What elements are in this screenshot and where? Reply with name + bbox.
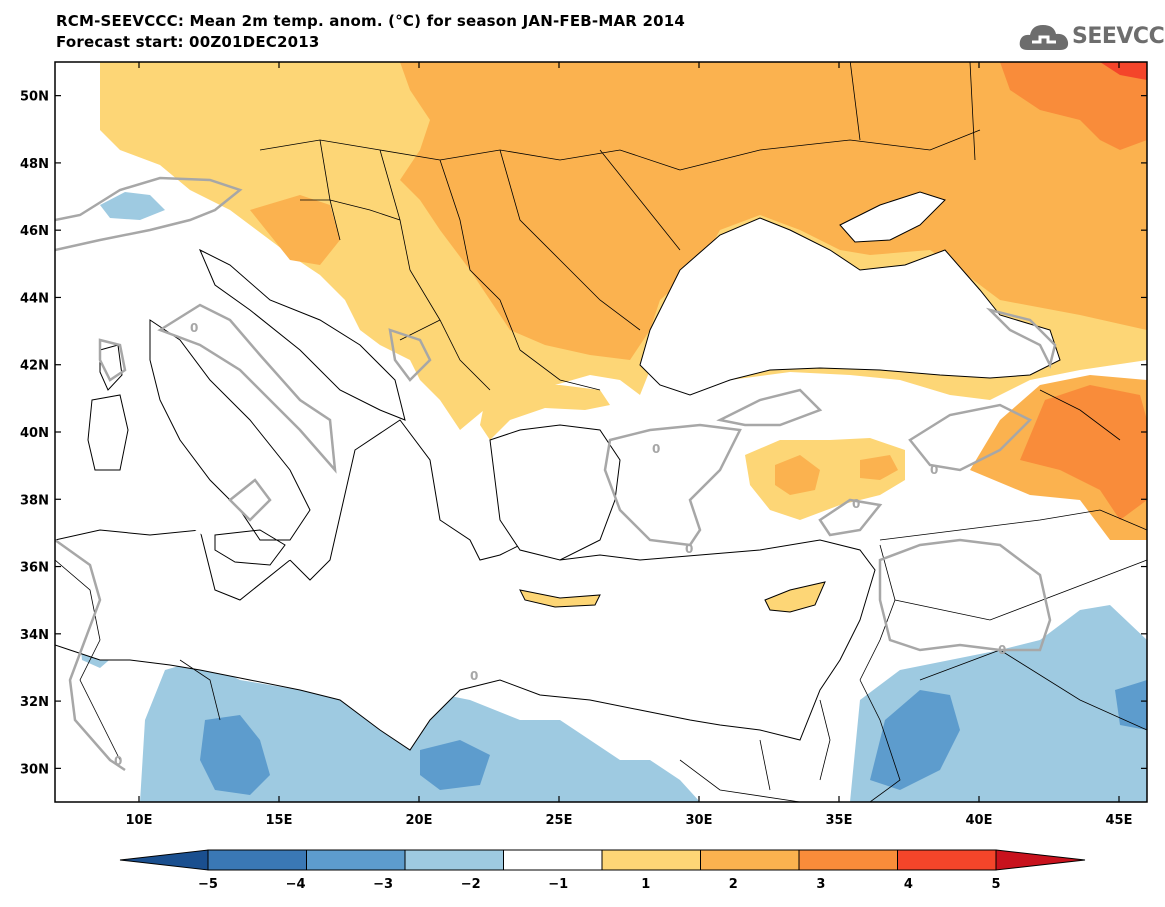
contour-label: 0 xyxy=(114,754,122,768)
aegean-sea xyxy=(489,424,621,561)
contour-label: 0 xyxy=(998,643,1006,657)
lat-tick-label: 40N xyxy=(20,426,49,441)
colorbar-label: 3 xyxy=(816,877,825,892)
colorbar-segment xyxy=(601,849,701,871)
adriatic-sea xyxy=(199,248,406,421)
zero-contours xyxy=(55,176,1057,772)
warm-anomaly-anatolia xyxy=(745,438,905,520)
longitude-axis: 10E 15E 20E 25E 30E 35E 40E 45E xyxy=(126,62,1133,828)
lat-tick-label: 30N xyxy=(20,762,49,777)
colorbar-label: 5 xyxy=(991,877,1000,892)
cold-anomaly-arabia-core-2 xyxy=(1115,680,1147,730)
lon-tick-label: 25E xyxy=(546,813,573,828)
forecast-start-label: Forecast start: 00Z01DEC2013 xyxy=(56,33,320,51)
colorbar-segment xyxy=(503,849,603,871)
colorbar-label: −4 xyxy=(286,877,306,892)
contour-label: 0 xyxy=(852,497,860,511)
colorbar-segment xyxy=(404,849,504,871)
contour-labels: 0 0 0 0 0 0 0 0 xyxy=(114,321,1006,768)
contour-label: 0 xyxy=(190,321,198,335)
colorbar-label: 1 xyxy=(641,877,650,892)
lon-tick-label: 45E xyxy=(1106,813,1133,828)
sardinia-outline xyxy=(87,394,129,471)
warm-anomaly-caucasus-core xyxy=(1020,385,1147,520)
lon-tick-label: 20E xyxy=(406,813,433,828)
colorbar-segment xyxy=(306,849,406,871)
contour-label: 0 xyxy=(930,463,938,477)
contour-label: 0 xyxy=(470,669,478,683)
cold-anomaly-libya-core xyxy=(420,740,490,790)
colorbar: −5 −4 −3 −2 −1 1 2 3 4 5 xyxy=(119,849,1086,892)
contour-label: 0 xyxy=(685,542,693,556)
warm-anomaly-anatolia-core-2 xyxy=(860,455,898,480)
lon-tick-label: 15E xyxy=(266,813,293,828)
lat-tick-label: 36N xyxy=(20,561,49,576)
seevccc-logo: SEEVCCC xyxy=(1018,20,1165,56)
lon-tick-label: 30E xyxy=(686,813,713,828)
lon-tick-label: 40E xyxy=(966,813,993,828)
lon-tick-label: 35E xyxy=(826,813,853,828)
cloud-logo-icon xyxy=(1019,25,1069,50)
warm-anomaly-anatolia-core xyxy=(775,455,820,495)
lat-tick-label: 48N xyxy=(20,157,49,172)
azov-sea xyxy=(839,191,946,243)
cyprus-island xyxy=(764,581,826,613)
colorbar-label: 2 xyxy=(729,877,738,892)
cold-anomaly-alps xyxy=(100,192,165,220)
lat-tick-label: 34N xyxy=(20,628,49,643)
colorbar-label: −3 xyxy=(373,877,393,892)
colorbar-right-arrow xyxy=(995,849,1086,871)
turkey-borders xyxy=(55,389,1147,802)
cold-anomaly-arabia-core xyxy=(870,690,960,790)
balkan-borders xyxy=(259,62,981,391)
warm-anomaly-max-corner xyxy=(1100,62,1147,80)
colorbar-segment xyxy=(207,849,307,871)
colorbar-left-arrow xyxy=(119,849,209,871)
cold-anomaly-north-africa-core xyxy=(200,715,270,795)
lat-tick-label: 32N xyxy=(20,695,49,710)
colorbar-label: 4 xyxy=(904,877,913,892)
lat-tick-label: 38N xyxy=(20,493,49,508)
colorbar-label: −5 xyxy=(198,877,218,892)
lat-tick-label: 44N xyxy=(20,291,49,306)
contour-label: 0 xyxy=(652,442,660,456)
lat-tick-label: 50N xyxy=(20,90,49,105)
lat-tick-label: 42N xyxy=(20,359,49,374)
mediterranean-sea xyxy=(55,419,876,751)
italy-coastline xyxy=(149,319,311,541)
lon-tick-label: 10E xyxy=(126,813,153,828)
colorbar-label: −2 xyxy=(461,877,481,892)
colorbar-segment xyxy=(700,849,800,871)
crete-island xyxy=(519,589,601,608)
tyrrhenian-sea xyxy=(125,320,330,560)
corsica-outline xyxy=(99,344,123,391)
warm-anomaly-greece-north xyxy=(480,385,610,440)
colorbar-segment xyxy=(897,849,997,871)
latitude-axis: 50N 48N 46N 44N 42N 40N 38N 36N 34N 32N 30N xyxy=(20,90,1147,777)
sicily-outline xyxy=(214,529,286,566)
warm-anomaly-core-ukraine xyxy=(400,62,1147,360)
lat-tick-label: 46N xyxy=(20,224,49,239)
warm-anomaly-croatia xyxy=(250,195,340,265)
map-canvas: 0 0 0 0 0 0 0 0 xyxy=(55,62,1147,802)
colorbar-segment xyxy=(798,849,898,871)
warm-anomaly-core-east xyxy=(1000,62,1147,150)
map-title: RCM-SEEVCCC: Mean 2m temp. anom. (°C) fo… xyxy=(56,12,685,30)
colorbar-label: −1 xyxy=(548,877,568,892)
logo-text: SEEVCCC xyxy=(1072,24,1165,49)
